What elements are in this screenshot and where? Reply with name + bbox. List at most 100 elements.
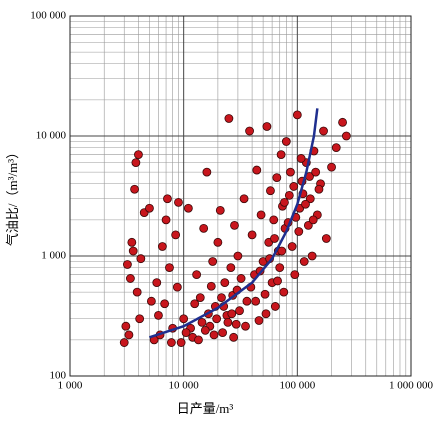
point: [126, 274, 135, 283]
point: [121, 321, 131, 331]
x-axis-label: 日产量/m³: [177, 401, 234, 416]
point: [307, 251, 317, 261]
point: [331, 143, 341, 153]
point: [181, 328, 191, 337]
point: [277, 246, 287, 256]
point: [289, 182, 299, 191]
point: [303, 220, 313, 230]
point: [281, 137, 291, 146]
point: [174, 197, 183, 207]
point: [235, 306, 244, 316]
point: [131, 158, 141, 168]
y-tick-label: 100: [50, 370, 67, 382]
point: [223, 317, 233, 327]
point: [270, 302, 280, 311]
point: [206, 281, 216, 291]
point: [241, 321, 250, 331]
point: [217, 293, 226, 303]
point: [167, 338, 176, 347]
point: [231, 319, 241, 329]
point: [218, 328, 227, 337]
point: [269, 215, 279, 225]
point: [195, 293, 205, 303]
point: [136, 254, 146, 264]
point: [242, 296, 252, 306]
point: [183, 203, 193, 213]
x-tick-label: 100 000: [279, 380, 315, 392]
point: [119, 338, 129, 347]
point: [172, 282, 182, 292]
point: [130, 184, 139, 194]
point: [190, 299, 200, 309]
point: [160, 299, 170, 309]
point: [280, 197, 289, 207]
point: [247, 230, 257, 240]
point: [202, 167, 212, 177]
point: [176, 338, 186, 347]
point: [276, 150, 286, 159]
point: [224, 114, 234, 123]
point: [124, 330, 134, 340]
point: [299, 257, 309, 266]
point: [161, 215, 171, 225]
point: [132, 287, 142, 297]
point: [279, 287, 289, 297]
point: [251, 296, 261, 306]
point: [275, 263, 285, 273]
plot-frame: [69, 15, 412, 377]
point: [158, 242, 167, 251]
point: [226, 263, 236, 273]
x-tick-label: 10 000: [169, 380, 200, 392]
point: [215, 205, 225, 215]
point: [314, 184, 324, 194]
point: [294, 227, 304, 236]
point: [146, 296, 156, 306]
point: [135, 314, 145, 324]
point: [308, 215, 318, 225]
y-tick-label: 1 000: [41, 250, 66, 262]
point: [128, 246, 138, 256]
point: [154, 310, 163, 320]
point: [245, 126, 254, 136]
point: [229, 332, 239, 342]
point: [171, 230, 181, 240]
point: [327, 162, 336, 172]
point: [254, 316, 264, 325]
point: [319, 126, 328, 136]
x-tick-label: 1 000: [58, 380, 83, 392]
point: [208, 257, 218, 266]
point: [239, 194, 249, 204]
point: [165, 263, 174, 273]
y-axis-label: 气油比/（m³/m³）: [5, 146, 20, 246]
point: [296, 154, 306, 163]
point: [305, 194, 315, 204]
point: [273, 276, 282, 286]
point: [213, 237, 223, 247]
point: [127, 237, 137, 247]
point: [163, 194, 172, 204]
point: [321, 234, 331, 243]
point: [209, 330, 219, 340]
y-tick-label: 100 000: [30, 10, 66, 22]
point: [145, 203, 154, 213]
y-tick-label: 10 000: [36, 130, 67, 142]
point: [260, 289, 270, 299]
point: [338, 117, 347, 127]
point: [123, 260, 132, 269]
point: [270, 234, 279, 243]
point: [286, 167, 295, 177]
point: [287, 242, 297, 251]
point: [236, 274, 246, 283]
point: [292, 110, 302, 120]
point: [227, 309, 237, 319]
point: [256, 210, 266, 220]
point: [266, 186, 275, 196]
point: [233, 251, 243, 261]
point: [341, 131, 351, 141]
point: [272, 173, 282, 183]
point: [301, 199, 310, 209]
point: [230, 220, 239, 230]
